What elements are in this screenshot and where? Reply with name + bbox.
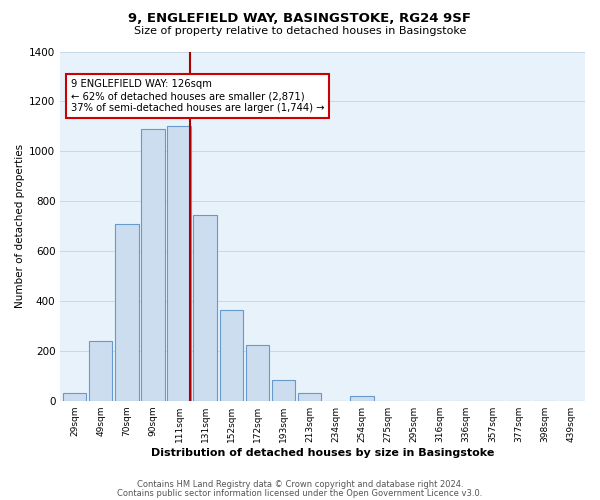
- Y-axis label: Number of detached properties: Number of detached properties: [15, 144, 25, 308]
- Bar: [350, 396, 374, 400]
- Bar: [115, 224, 139, 400]
- Text: Contains HM Land Registry data © Crown copyright and database right 2024.: Contains HM Land Registry data © Crown c…: [137, 480, 463, 489]
- Bar: [272, 380, 295, 400]
- Bar: [167, 126, 191, 400]
- X-axis label: Distribution of detached houses by size in Basingstoke: Distribution of detached houses by size …: [151, 448, 494, 458]
- Text: Contains public sector information licensed under the Open Government Licence v3: Contains public sector information licen…: [118, 488, 482, 498]
- Bar: [245, 344, 269, 401]
- Bar: [298, 393, 322, 400]
- Bar: [63, 393, 86, 400]
- Text: 9 ENGLEFIELD WAY: 126sqm
← 62% of detached houses are smaller (2,871)
37% of sem: 9 ENGLEFIELD WAY: 126sqm ← 62% of detach…: [71, 80, 324, 112]
- Bar: [220, 310, 243, 400]
- Bar: [141, 129, 165, 400]
- Text: 9, ENGLEFIELD WAY, BASINGSTOKE, RG24 9SF: 9, ENGLEFIELD WAY, BASINGSTOKE, RG24 9SF: [128, 12, 472, 26]
- Bar: [193, 215, 217, 400]
- Bar: [89, 341, 112, 400]
- Text: Size of property relative to detached houses in Basingstoke: Size of property relative to detached ho…: [134, 26, 466, 36]
